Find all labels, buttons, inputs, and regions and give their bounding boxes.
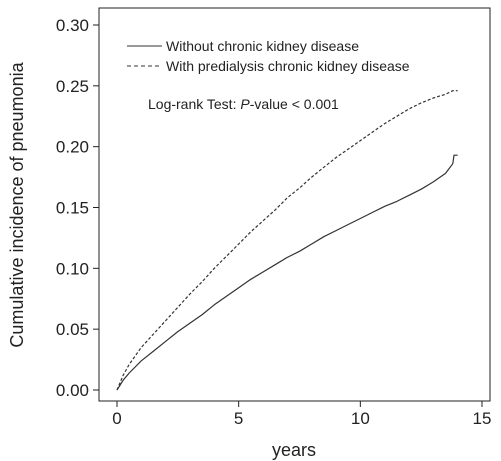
y-tick-label: 0.00: [56, 381, 89, 400]
plot-frame: [98, 7, 491, 402]
x-tick-label: 0: [112, 409, 121, 428]
y-tick-label: 0.30: [56, 16, 89, 35]
legend-label-with-ckd: With predialysis chronic kidney disease: [166, 58, 410, 74]
x-axis: 0 5 10 15: [112, 401, 491, 428]
y-tick-label: 0.10: [56, 259, 89, 278]
y-tick-label: 0.05: [56, 320, 89, 339]
legend-label-without-ckd: Without chronic kidney disease: [166, 38, 359, 54]
y-axis-title: Cumulative incidence of pneumonia: [7, 61, 27, 347]
x-axis-title: years: [272, 440, 316, 460]
log-rank-annotation: Log-rank Test: P-value < 0.001: [148, 96, 339, 112]
series-line-without-ckd: [116, 154, 458, 391]
y-tick-label: 0.20: [56, 138, 89, 157]
x-tick-label: 15: [473, 409, 492, 428]
series-line-with-ckd: [116, 90, 458, 391]
series-layer: [116, 90, 458, 391]
y-tick-label: 0.15: [56, 199, 89, 218]
x-tick-label: 5: [234, 409, 243, 428]
x-tick-label: 10: [351, 409, 370, 428]
legend: Without chronic kidney disease With pred…: [127, 38, 410, 74]
y-tick-label: 0.25: [56, 77, 89, 96]
y-axis: 0.00 0.05 0.10 0.15 0.20 0.25 0.30: [56, 16, 99, 400]
